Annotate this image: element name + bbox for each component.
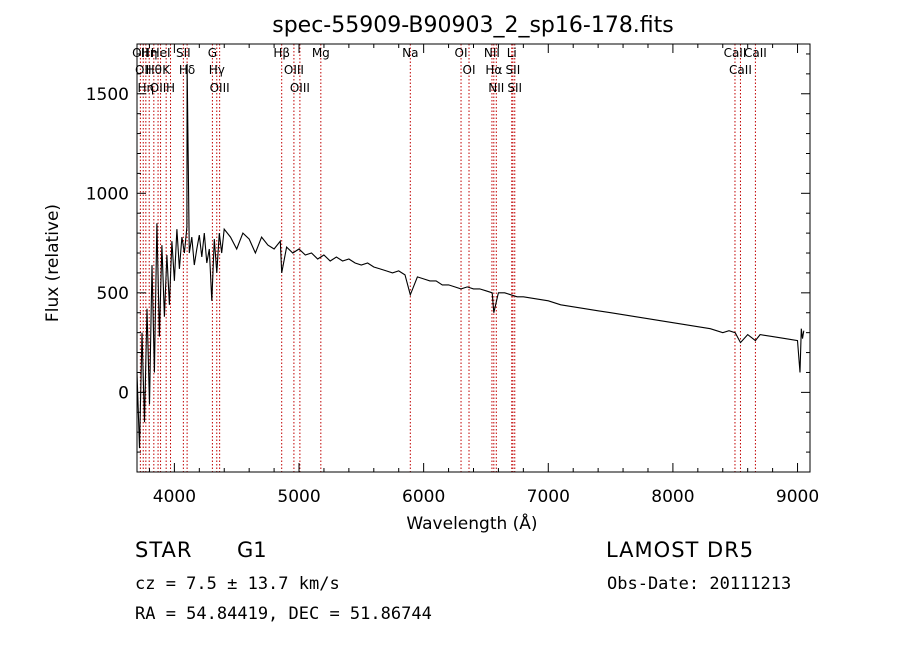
y-tick-label: 500 [97, 284, 129, 304]
line-marker-label: OIII [284, 63, 304, 77]
redshift-cz: cz = 7.5 ± 13.7 km/s [135, 574, 340, 594]
observation-date: Obs-Date: 20111213 [607, 574, 792, 594]
x-tick-label: 6000 [402, 487, 445, 507]
line-marker-label: Mg [312, 46, 330, 60]
line-marker-label: Hβ [273, 46, 290, 60]
line-marker-label: CaII [724, 46, 747, 60]
line-marker-label: SII [507, 81, 522, 95]
line-marker-label: Hθ [146, 63, 162, 77]
x-tick-label: 5000 [277, 487, 320, 507]
y-axis-label: Flux (relative) [43, 204, 63, 322]
line-marker-labels: OIIOIIHηHηHθOIIHeIKHSIIHδGHγOIIIHβOIIIOI… [132, 46, 767, 95]
line-marker-label: K [162, 63, 171, 77]
line-marker-label: Hα [485, 63, 502, 77]
line-marker-label: SII [506, 63, 521, 77]
line-marker-label: OIII [210, 81, 230, 95]
line-marker-label: OIII [290, 81, 310, 95]
plot-frame [136, 43, 811, 473]
line-marker-label: OI [463, 63, 476, 77]
y-tick-label: 1500 [86, 85, 129, 105]
object-class: STAR [135, 538, 193, 562]
spectrum-line [136, 63, 805, 449]
x-tick-label: 8000 [651, 487, 694, 507]
line-marker-label: CaII [729, 63, 752, 77]
axis-ticks: 4000 5000 6000 7000 8000 9000 0 500 1000 1500 [86, 44, 819, 507]
line-marker-label: NII [484, 46, 500, 60]
line-marker-label: Li [507, 46, 517, 60]
line-marker-label: Hη [138, 81, 155, 95]
line-marker-label: Hγ [209, 63, 225, 77]
line-marker-label: OII [132, 46, 149, 60]
line-marker-label: OI [455, 46, 468, 60]
line-marker-label: SII [176, 46, 191, 60]
y-tick-label: 1000 [86, 184, 129, 204]
line-marker-label: G [208, 46, 217, 60]
chart-title: spec-55909-B90903_2_sp16-178.fits [272, 13, 674, 38]
y-tick-label: 0 [118, 383, 129, 403]
line-marker-label: NII [488, 81, 504, 95]
line-marker-label: Na [402, 46, 418, 60]
survey-name: LAMOST DR5 [606, 538, 755, 562]
x-axis-label: Wavelength (Å) [406, 512, 537, 534]
line-markers [139, 44, 756, 472]
line-marker-label: HeI [151, 46, 171, 60]
line-marker-label: CaII [744, 46, 767, 60]
line-marker-label: Hη [141, 46, 158, 60]
x-tick-label: 9000 [776, 487, 819, 507]
object-subclass: G1 [237, 538, 267, 562]
x-tick-label: 7000 [527, 487, 570, 507]
line-marker-label: H [166, 81, 175, 95]
line-marker-label: OII [150, 81, 167, 95]
ra-dec-coordinates: RA = 54.84419, DEC = 51.86744 [135, 604, 432, 624]
x-tick-label: 4000 [153, 487, 196, 507]
